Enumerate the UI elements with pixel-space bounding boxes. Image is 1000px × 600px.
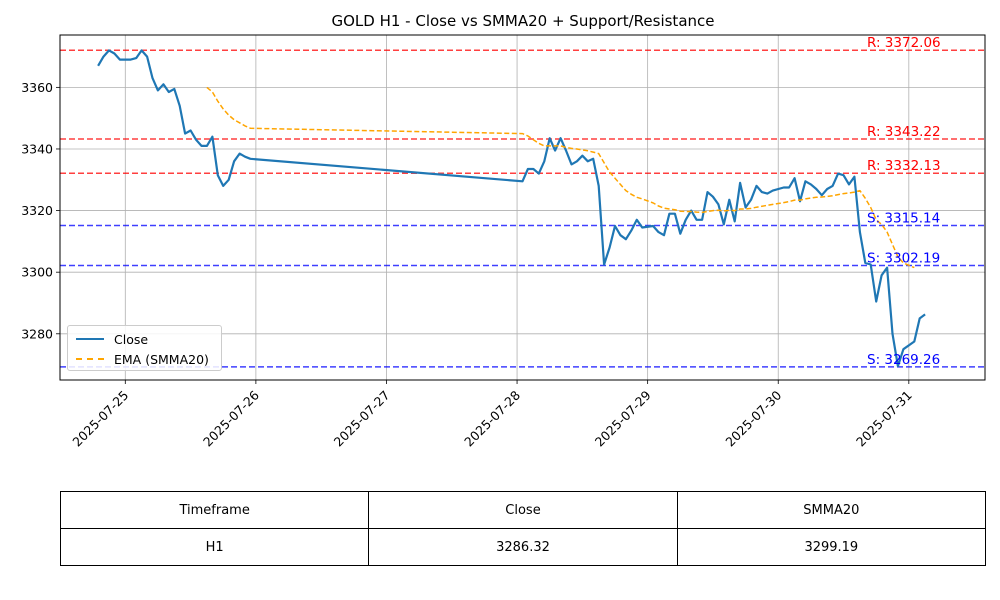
close-series-line [97, 49, 926, 368]
legend-swatch-close [76, 338, 104, 340]
support-label: S: 3315.14 [867, 211, 940, 227]
x-tick-label: 2025-07-29 [592, 387, 654, 449]
x-tick-label: 2025-07-26 [200, 387, 262, 449]
resistance-label: R: 3372.06 [867, 35, 941, 51]
level-labels: R: 3372.06 R: 3343.22 R: 3332.13 S: 3315.14… [867, 35, 941, 368]
legend: Close EMA (SMMA20) [67, 325, 222, 371]
summary-table-header-row: Timeframe Close SMMA20 [59, 491, 987, 529]
resistance-label: R: 3343.22 [867, 124, 941, 140]
chart-title: GOLD H1 - Close vs SMMA20 + Support/Resi… [331, 12, 715, 30]
y-tick-label: 3360 [21, 80, 53, 95]
legend-label-ema: EMA (SMMA20) [114, 351, 209, 367]
support-resistance-levels [60, 49, 985, 368]
header-close: Close [368, 491, 678, 529]
support-label: S: 3269.26 [867, 352, 940, 368]
x-tick-label: 2025-07-25 [69, 388, 131, 450]
cell-close: 3286.32 [368, 528, 678, 566]
ema-series-line [206, 86, 915, 269]
x-tick-label: 2025-07-27 [331, 388, 393, 450]
series-lines [97, 49, 926, 368]
header-timeframe: Timeframe [59, 491, 370, 529]
chart-canvas: 2025-07-25 2025-07-26 2025-07-27 2025-07-28… [21, 34, 986, 450]
y-tick-label: 3320 [21, 203, 53, 218]
summary-table-data-row: H1 3286.32 3299.19 [59, 528, 987, 566]
legend-entry-ema: EMA (SMMA20) [76, 351, 209, 367]
header-smma20: SMMA20 [676, 491, 987, 529]
y-tick-label: 3340 [21, 141, 53, 156]
cell-timeframe: H1 [59, 528, 370, 566]
plot-frame [59, 34, 986, 381]
resistance-label: R: 3332.13 [867, 158, 941, 174]
y-tick-label: 3280 [21, 326, 53, 341]
cell-smma20: 3299.19 [676, 528, 987, 566]
axis-ticks: 2025-07-25 2025-07-26 2025-07-27 2025-07-28… [21, 80, 915, 450]
legend-label-close: Close [114, 331, 149, 347]
x-tick-label: 2025-07-30 [722, 387, 784, 449]
support-label: S: 3302.19 [867, 250, 940, 266]
x-tick-label: 2025-07-31 [853, 388, 915, 450]
y-tick-label: 3300 [21, 265, 53, 280]
x-tick-label: 2025-07-28 [461, 387, 523, 449]
legend-swatch-ema [76, 358, 104, 360]
summary-table: Timeframe Close SMMA20 H1 3286.32 3299.1… [59, 491, 987, 566]
legend-entry-close: Close [76, 331, 148, 347]
grid [60, 35, 985, 380]
